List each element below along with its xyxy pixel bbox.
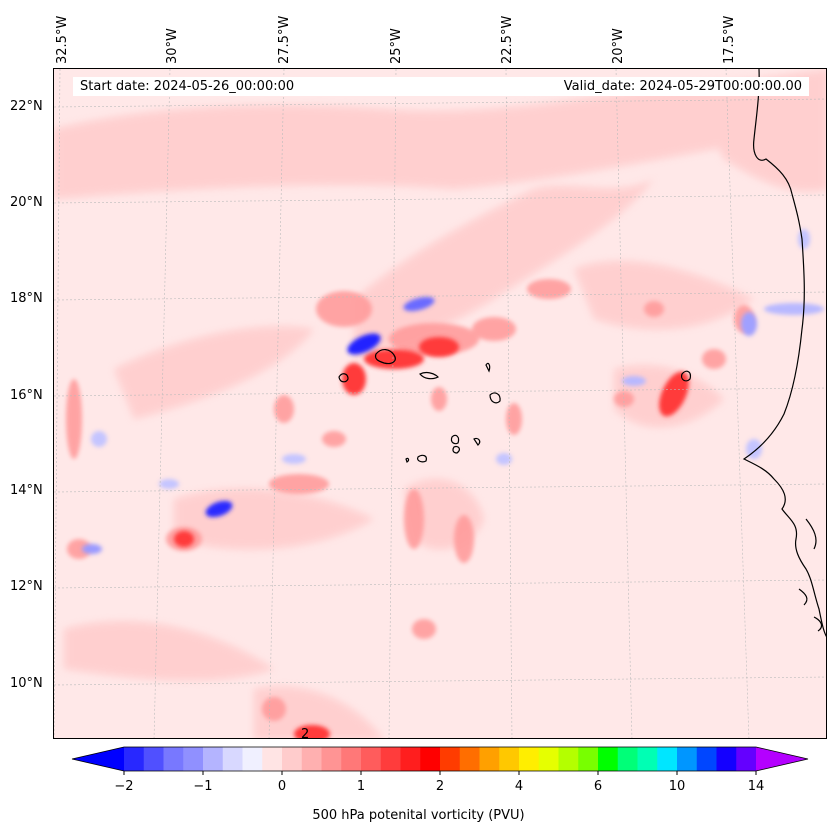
colorbar-tick-label: 14: [748, 779, 765, 794]
pv-map: 2 Start date: 2024-05-26_00:00:00 Valid_…: [53, 68, 827, 739]
valid-date-text: Valid_date: 2024-05-29T00:00:00.00: [563, 79, 802, 94]
colorbar-swatch: [459, 747, 480, 771]
colorbar-swatch: [203, 747, 224, 771]
colorbar-swatch: [558, 747, 579, 771]
coastlines: [742, 69, 826, 638]
colorbar-tick-label: −2: [114, 779, 133, 794]
colorbar-swatch: [380, 747, 401, 771]
colorbar-swatch: [341, 747, 362, 771]
pv-field-negative: [82, 229, 824, 554]
colorbar: −2 −1 0 1 2 4 6 10 14: [0, 740, 837, 810]
map-canvas: 2: [54, 69, 826, 739]
colorbar-tick-label: 6: [594, 779, 602, 794]
colorbar-swatch: [124, 747, 145, 771]
colorbar-swatch: [262, 747, 283, 771]
start-date-text: Start date: 2024-05-26_00:00:00: [80, 79, 295, 94]
colorbar-swatch: [282, 747, 303, 771]
lat-label: 22°N: [10, 99, 43, 114]
graticule: [54, 69, 826, 738]
colorbar-swatch: [499, 747, 520, 771]
colorbar-swatch: [677, 747, 698, 771]
colorbar-swatch: [637, 747, 658, 771]
colorbar-swatch: [400, 747, 421, 771]
colorbar-swatch: [598, 747, 619, 771]
colorbar-tick-label: −1: [193, 779, 212, 794]
colorbar-extend-high: [756, 747, 808, 771]
pv-field-strong: [174, 337, 689, 738]
colorbar-swatch: [321, 747, 342, 771]
colorbar-swatch: [420, 747, 441, 771]
colorbar-swatch: [479, 747, 500, 771]
lon-label: 20°W: [611, 28, 626, 64]
lon-label: 22.5°W: [500, 15, 515, 64]
colorbar-swatch: [440, 747, 461, 771]
lon-label: 30°W: [165, 28, 180, 64]
colorbar-swatch: [657, 747, 678, 771]
colorbar-tick-label: 1: [357, 779, 365, 794]
colorbar-svg: −2 −1 0 1 2 4 6 10 14: [71, 746, 809, 794]
colorbar-swatch: [519, 747, 540, 771]
colorbar-swatch: [578, 747, 599, 771]
colorbar-swatch: [716, 747, 737, 771]
colorbar-tick-label: 10: [669, 779, 686, 794]
colorbar-tick-label: 0: [278, 779, 286, 794]
colorbar-swatch: [361, 747, 382, 771]
lat-label: 20°N: [10, 195, 43, 210]
colorbar-tick-label: 4: [515, 779, 523, 794]
colorbar-swatch: [538, 747, 559, 771]
colorbar-label: 500 hPa potenital vorticity (PVU): [312, 808, 525, 823]
lat-label: 12°N: [10, 579, 43, 594]
lon-label: 17.5°W: [722, 15, 737, 64]
colorbar-tick-label: 2: [436, 779, 444, 794]
lat-label: 14°N: [10, 483, 43, 498]
colorbar-extend-low: [72, 747, 124, 771]
lat-label: 16°N: [10, 388, 43, 403]
colorbar-swatch: [617, 747, 638, 771]
lon-label: 25°W: [389, 28, 404, 64]
colorbar-swatch: [222, 747, 243, 771]
colorbar-swatch: [143, 747, 164, 771]
lon-label: 32.5°W: [55, 15, 70, 64]
lat-label: 18°N: [10, 291, 43, 306]
africa-coastline: [742, 69, 826, 638]
colorbar-swatch: [696, 747, 717, 771]
colorbar-swatch: [183, 747, 204, 771]
colorbar-swatch: [736, 747, 757, 771]
contour-label: 2: [301, 727, 309, 739]
date-info-bar: Start date: 2024-05-26_00:00:00 Valid_da…: [73, 77, 809, 96]
lat-label: 10°N: [10, 676, 43, 691]
cape-verde-islands: [338, 349, 691, 463]
lon-label: 27.5°W: [277, 15, 292, 64]
pv-field-light: [54, 69, 826, 738]
colorbar-swatch: [163, 747, 184, 771]
colorbar-swatch: [301, 747, 322, 771]
colorbar-swatch: [242, 747, 263, 771]
